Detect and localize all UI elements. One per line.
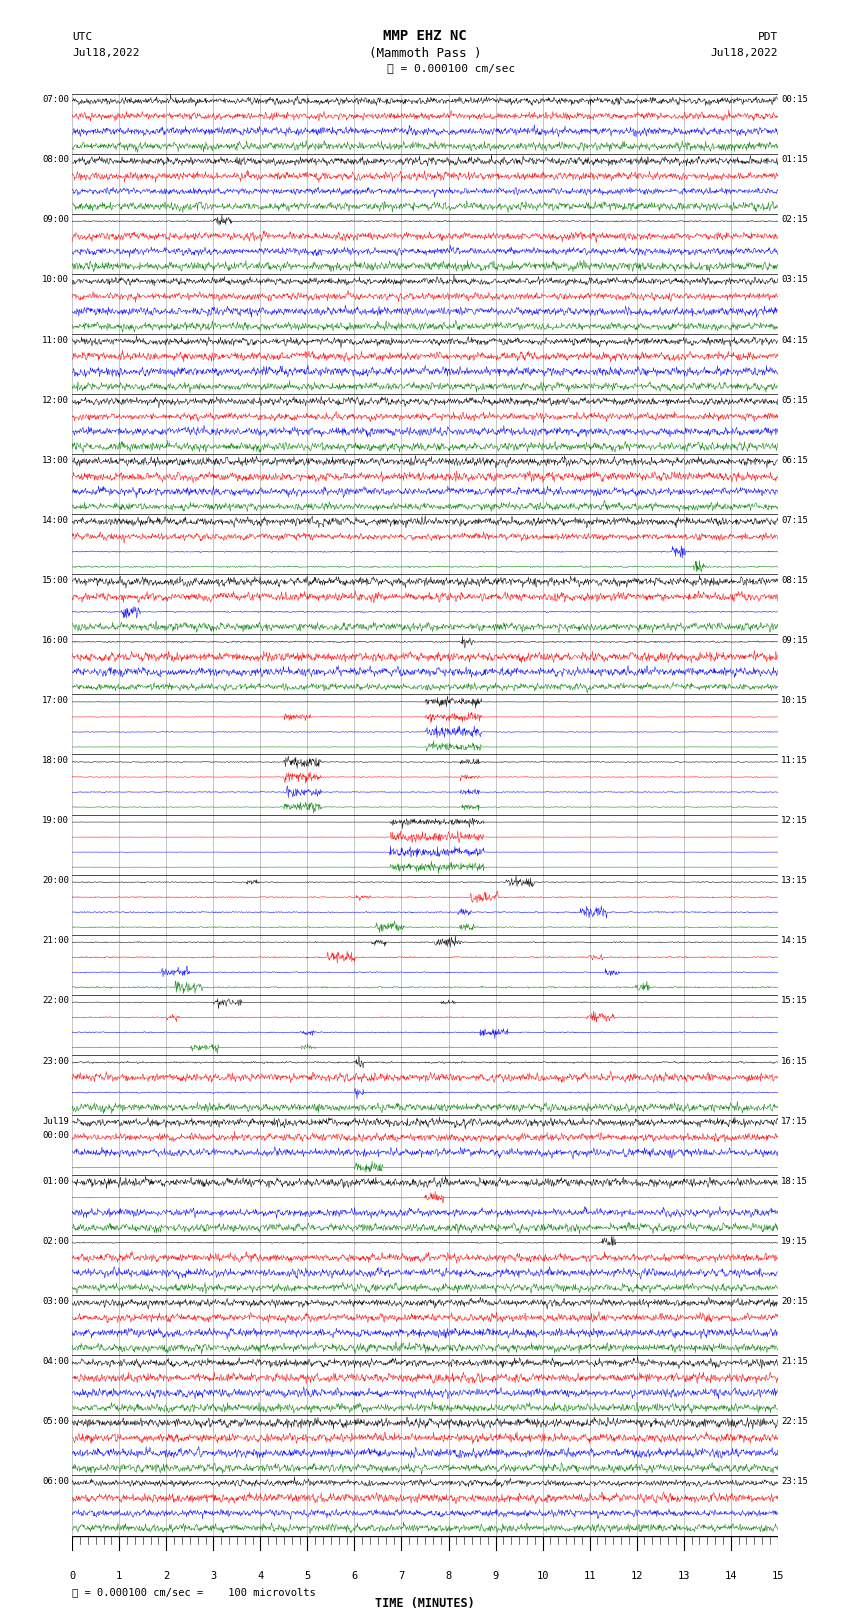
Text: 04:00: 04:00	[42, 1357, 69, 1366]
Text: 21:15: 21:15	[781, 1357, 808, 1366]
Text: 14:00: 14:00	[42, 516, 69, 524]
Text: 09:15: 09:15	[781, 636, 808, 645]
Text: 02:00: 02:00	[42, 1237, 69, 1245]
Text: 02:15: 02:15	[781, 216, 808, 224]
Text: 16:15: 16:15	[781, 1057, 808, 1066]
Text: 18:15: 18:15	[781, 1177, 808, 1186]
Text: 21:00: 21:00	[42, 936, 69, 945]
Text: 12:15: 12:15	[781, 816, 808, 826]
Text: 23:00: 23:00	[42, 1057, 69, 1066]
Text: 13:15: 13:15	[781, 876, 808, 886]
Text: 15:00: 15:00	[42, 576, 69, 586]
Text: 07:00: 07:00	[42, 95, 69, 105]
Text: Jul18,2022: Jul18,2022	[72, 48, 139, 58]
Text: ⎸ = 0.000100 cm/sec: ⎸ = 0.000100 cm/sec	[387, 63, 515, 73]
Text: 11:15: 11:15	[781, 756, 808, 765]
Text: 01:00: 01:00	[42, 1177, 69, 1186]
Text: 00:00: 00:00	[42, 1131, 69, 1140]
Text: UTC: UTC	[72, 32, 93, 42]
Text: 06:15: 06:15	[781, 456, 808, 465]
Text: 20:00: 20:00	[42, 876, 69, 886]
Text: 03:15: 03:15	[781, 276, 808, 284]
Text: 22:15: 22:15	[781, 1418, 808, 1426]
Text: 20:15: 20:15	[781, 1297, 808, 1307]
Text: 17:00: 17:00	[42, 697, 69, 705]
Text: 04:15: 04:15	[781, 336, 808, 345]
Text: 14:15: 14:15	[781, 936, 808, 945]
Text: 11:00: 11:00	[42, 336, 69, 345]
Text: PDT: PDT	[757, 32, 778, 42]
Text: 13:00: 13:00	[42, 456, 69, 465]
Text: ⎸ = 0.000100 cm/sec =    100 microvolts: ⎸ = 0.000100 cm/sec = 100 microvolts	[72, 1587, 316, 1597]
Text: 03:00: 03:00	[42, 1297, 69, 1307]
Text: Jul19: Jul19	[42, 1116, 69, 1126]
Text: 05:00: 05:00	[42, 1418, 69, 1426]
Text: 17:15: 17:15	[781, 1116, 808, 1126]
Text: 19:15: 19:15	[781, 1237, 808, 1245]
Text: 18:00: 18:00	[42, 756, 69, 765]
Text: (Mammoth Pass ): (Mammoth Pass )	[369, 47, 481, 60]
Text: 00:15: 00:15	[781, 95, 808, 105]
Text: 10:00: 10:00	[42, 276, 69, 284]
Text: 05:15: 05:15	[781, 395, 808, 405]
Text: 10:15: 10:15	[781, 697, 808, 705]
Text: 22:00: 22:00	[42, 997, 69, 1005]
Text: 01:15: 01:15	[781, 155, 808, 165]
Text: TIME (MINUTES): TIME (MINUTES)	[375, 1597, 475, 1610]
Text: 15:15: 15:15	[781, 997, 808, 1005]
Text: 07:15: 07:15	[781, 516, 808, 524]
Text: 12:00: 12:00	[42, 395, 69, 405]
Text: 09:00: 09:00	[42, 216, 69, 224]
Text: 06:00: 06:00	[42, 1478, 69, 1486]
Text: 16:00: 16:00	[42, 636, 69, 645]
Text: 08:00: 08:00	[42, 155, 69, 165]
Text: 08:15: 08:15	[781, 576, 808, 586]
Text: 19:00: 19:00	[42, 816, 69, 826]
Text: 23:15: 23:15	[781, 1478, 808, 1486]
Text: MMP EHZ NC: MMP EHZ NC	[383, 29, 467, 44]
Text: Jul18,2022: Jul18,2022	[711, 48, 778, 58]
